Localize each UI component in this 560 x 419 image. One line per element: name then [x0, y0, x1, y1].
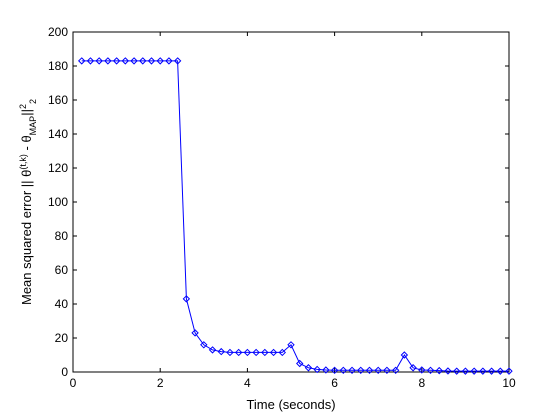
data-point-45 [470, 367, 478, 375]
y-axis-label-sub: MAP [28, 116, 38, 136]
y-axis-label-mid: - θ [19, 135, 34, 154]
data-point-40 [426, 366, 435, 375]
data-point-24 [287, 341, 295, 349]
data-point-27 [313, 365, 321, 374]
data-point-38 [409, 364, 417, 372]
y-axis-label-sup1: (t,k) [18, 154, 28, 170]
data-point-5 [121, 57, 130, 65]
data-point-17 [226, 348, 234, 357]
data-point-46 [479, 367, 487, 375]
data-point-44 [461, 367, 470, 375]
y-tick-label-0: 0 [61, 365, 68, 379]
data-point-35 [383, 366, 391, 375]
data-point-2 [95, 57, 103, 65]
data-point-42 [444, 367, 452, 375]
x-tick-label-2: 4 [244, 376, 251, 390]
x-tick-label-0: 0 [70, 376, 77, 390]
data-point-34 [374, 366, 382, 375]
data-point-10 [165, 57, 173, 65]
y-axis-label-main: Mean squared error || θ [19, 170, 34, 305]
data-point-25 [296, 359, 304, 368]
data-point-23 [278, 348, 286, 357]
data-point-29 [330, 366, 339, 375]
data-point-19 [243, 348, 252, 357]
x-tick-label-5: 10 [502, 376, 516, 390]
data-point-15 [208, 346, 217, 354]
data-point-39 [418, 366, 426, 374]
plot-area [72, 31, 510, 373]
y-tick-label-8: 160 [48, 93, 68, 107]
data-point-33 [365, 366, 374, 375]
data-point-13 [191, 329, 199, 337]
data-point-21 [261, 348, 269, 357]
data-point-7 [139, 57, 147, 65]
data-point-9 [156, 57, 164, 65]
data-point-14 [200, 341, 208, 349]
data-point-11 [173, 57, 182, 65]
x-tick-label-3: 6 [331, 376, 338, 390]
data-point-37 [400, 351, 409, 359]
data-point-20 [252, 348, 260, 357]
y-axis-label-sup2: 2 [18, 104, 28, 109]
data-point-0 [78, 57, 86, 65]
data-point-22 [269, 348, 278, 357]
data-point-41 [435, 366, 443, 375]
series-line-0 [81, 60, 509, 372]
x-tick-label-1: 2 [157, 376, 164, 390]
y-tick-label-5: 100 [48, 195, 68, 209]
data-point-47 [487, 367, 496, 375]
x-tick-label-4: 8 [418, 376, 425, 390]
data-point-48 [496, 367, 504, 375]
y-tick-label-6: 120 [48, 161, 68, 175]
y-tick-label-10: 200 [48, 25, 68, 39]
y-tick-label-4: 80 [55, 229, 69, 243]
data-point-43 [452, 367, 461, 375]
y-tick-label-9: 180 [48, 59, 68, 73]
x-axis-label: Time (seconds) [246, 397, 335, 412]
y-tick-label-2: 40 [55, 297, 69, 311]
data-point-26 [304, 364, 313, 372]
data-point-49 [505, 367, 513, 375]
y-tick-label-1: 20 [55, 331, 69, 345]
data-point-4 [112, 57, 121, 65]
data-point-1 [86, 57, 95, 65]
data-point-32 [357, 366, 365, 375]
y-tick-label-7: 140 [48, 127, 68, 141]
data-point-3 [104, 57, 112, 65]
data-point-12 [182, 295, 191, 303]
data-point-6 [130, 57, 138, 65]
y-axis-label-sub2: 2 [28, 99, 38, 104]
y-tick-label-3: 60 [55, 263, 69, 277]
data-point-31 [348, 366, 356, 375]
series-group [78, 57, 513, 375]
data-point-16 [217, 347, 225, 356]
y-axis-label-tail: || [19, 109, 34, 116]
data-point-28 [322, 366, 330, 374]
data-point-18 [234, 348, 243, 357]
data-point-36 [391, 366, 400, 375]
y-axis-label: Mean squared error || θ(t,k) - θMAP||22 [18, 99, 38, 305]
data-point-8 [147, 57, 156, 65]
data-point-30 [339, 366, 348, 375]
